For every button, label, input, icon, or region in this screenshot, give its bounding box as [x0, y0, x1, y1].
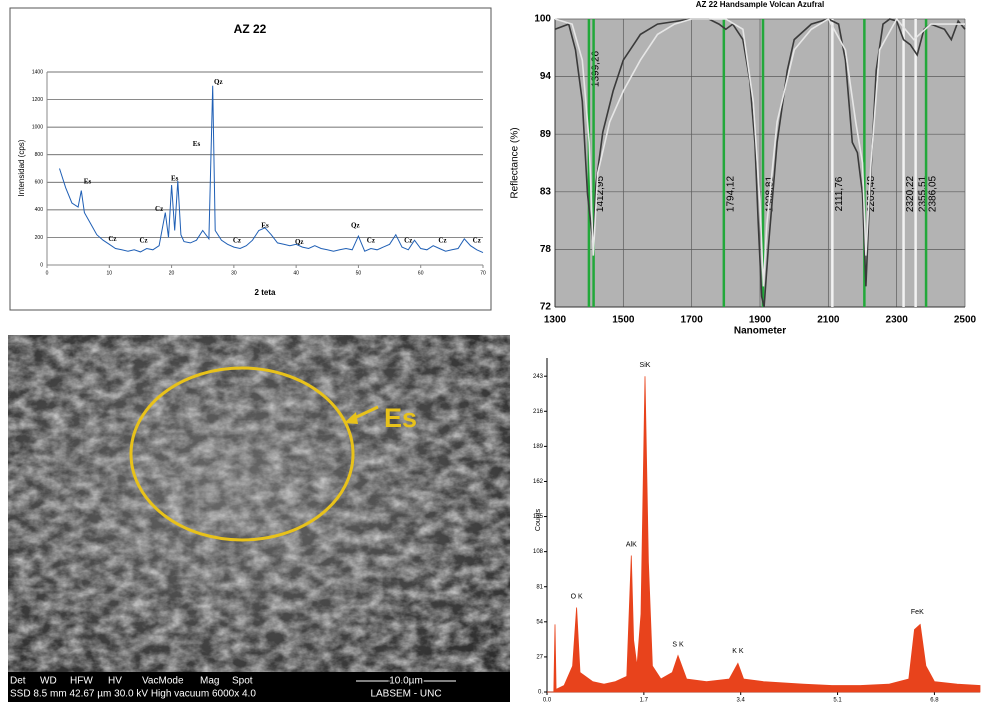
sem-panel: Es Det WD HFW HV VacMode Mag Spot SSD 8.5 mm 4… — [8, 335, 510, 702]
chart-title: AZ 22 Handsample Volcan Azufral — [696, 0, 824, 9]
y-tick-label: 78 — [540, 244, 552, 255]
y-tick-label: 54 — [536, 619, 543, 625]
y-tick-label: 83 — [540, 186, 552, 197]
chart-title: AZ 22 — [234, 22, 267, 36]
y-tick-label: 200 — [35, 235, 44, 241]
y-tick-label: 216 — [533, 409, 544, 415]
y-tick-label: 243 — [533, 374, 544, 380]
annotation: K K — [732, 648, 744, 655]
annotation: AlK — [626, 541, 637, 548]
x-tick-label: 40 — [293, 270, 299, 276]
feature-label: 2386,05 — [928, 175, 939, 212]
annotation: Es — [171, 175, 179, 183]
x-tick-label: 5.1 — [833, 698, 842, 702]
x-tick-label: 2100 — [817, 315, 840, 326]
info-values: SSD 8.5 mm 42.67 µm 30.0 kV High vacuum … — [10, 689, 256, 700]
y-tick-label: 94 — [540, 71, 552, 82]
annotation: Cz — [404, 237, 412, 245]
scale-label: 10.0µm — [389, 676, 423, 687]
x-tick-label: 10 — [107, 270, 113, 276]
x-tick-label: 1700 — [681, 315, 704, 326]
x-tick-label: 2500 — [954, 315, 977, 326]
annotation: Cz — [367, 237, 375, 245]
x-tick-label: 2300 — [886, 315, 909, 326]
annotation: SiK — [640, 362, 651, 369]
y-tick-label: 800 — [35, 152, 44, 158]
annotation: Es — [193, 140, 201, 148]
annotation: S K — [672, 641, 684, 648]
y-tick-label: 27 — [536, 654, 543, 660]
x-tick-label: 20 — [169, 270, 175, 276]
feature-label: 2205,48 — [866, 175, 877, 212]
y-tick-label: 135 — [533, 514, 544, 520]
y-axis-label: Intensidad (cps) — [17, 139, 26, 196]
y-tick-label: 162 — [533, 479, 544, 485]
lab-label: LABSEM - UNC — [370, 689, 441, 700]
x-axis-label: Nanometer — [734, 326, 786, 337]
info-header: Spot — [232, 676, 253, 687]
info-header: HV — [108, 676, 122, 687]
y-tick-label: 0 — [40, 262, 43, 268]
y-tick-label: 189 — [533, 444, 544, 450]
sem-texture — [8, 335, 510, 672]
info-header: Mag — [200, 676, 219, 687]
annotation: FeK — [911, 609, 924, 616]
annotation: Es — [84, 177, 92, 185]
info-header: Det — [10, 676, 26, 687]
annotation: Qz — [351, 221, 360, 229]
x-tick-label: 1500 — [612, 315, 635, 326]
annotation: Cz — [473, 237, 481, 245]
info-header: HFW — [70, 676, 93, 687]
x-tick-label: 30 — [231, 270, 237, 276]
chart: AZ 22 Handsample Volcan Azufral Nanometer… — [510, 0, 977, 337]
y-tick-label: 81 — [536, 584, 543, 590]
annotation: Cz — [438, 237, 446, 245]
x-tick-label: 3.4 — [737, 698, 746, 702]
y-axis-label: Reflectance (%) — [510, 127, 521, 198]
x-tick-label: 6.8 — [930, 698, 939, 702]
x-tick-label: 60 — [418, 270, 424, 276]
feature-label: 1399,26 — [591, 50, 602, 87]
x-tick-label: 50 — [356, 270, 362, 276]
y-tick-label: 89 — [540, 129, 552, 140]
annotation: Es — [261, 221, 269, 229]
annotation: Cz — [108, 235, 116, 243]
y-tick-label: 400 — [35, 207, 44, 213]
annotation: Cz — [155, 205, 163, 213]
y-tick-label: 1000 — [32, 124, 43, 130]
x-axis-label: 2 teta — [255, 288, 276, 297]
info-header: WD — [40, 676, 57, 687]
annotation: Cz — [139, 237, 147, 245]
y-tick-label: 72 — [540, 302, 552, 313]
annotation: O K — [571, 593, 583, 600]
y-tick-label: 0. — [538, 690, 543, 696]
annotation: Qz — [295, 238, 304, 246]
x-tick-label: 0 — [46, 270, 49, 276]
feature-label: 2111,76 — [834, 176, 845, 211]
y-tick-label: 1400 — [32, 69, 43, 75]
feature-label: 1794,12 — [725, 175, 736, 212]
x-tick-label: 1.7 — [640, 698, 649, 702]
x-tick-label: 1300 — [544, 315, 567, 326]
annotation: Es — [384, 403, 417, 433]
annotation: Cz — [233, 237, 241, 245]
y-tick-label: 100 — [534, 14, 551, 25]
page: {"chart_data": [ {"type": "line", "title… — [0, 0, 983, 702]
info-header: VacMode — [142, 676, 184, 687]
x-tick-label: 1900 — [749, 315, 772, 326]
x-tick-label: 0.0 — [543, 698, 552, 702]
annotation: Qz — [214, 78, 223, 86]
figure: Es Det WD HFW HV VacMode Mag Spot SSD 8.5 mm 4… — [0, 0, 983, 702]
area — [547, 376, 980, 692]
y-tick-label: 108 — [533, 549, 544, 555]
y-tick-label: 600 — [35, 180, 44, 186]
x-tick-label: 70 — [480, 270, 486, 276]
y-tick-label: 1200 — [32, 97, 43, 103]
